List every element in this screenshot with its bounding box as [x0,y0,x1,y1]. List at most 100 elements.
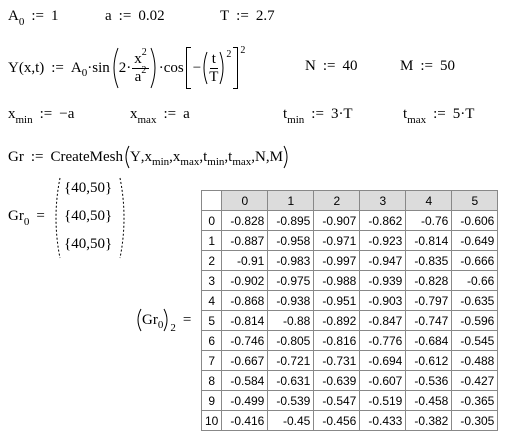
vector-brackets [55,177,125,259]
sym: a [134,68,142,85]
cell: -0.939 [359,270,407,291]
cell: -0.458 [405,390,453,411]
arg: t [228,148,233,165]
cell: -0.938 [267,290,315,311]
cell: -0.746 [221,330,269,351]
def-xmin: x min:= −a [8,106,75,126]
op: := [322,58,336,74]
val: 5·T [452,106,475,122]
cell: -0.684 [405,330,453,351]
sep: , [251,148,256,165]
sub: min [207,156,225,168]
cell: -0.488 [451,350,499,371]
cell: -0.835 [405,250,453,271]
cell: -0.45 [267,410,315,431]
fn: ·cos [158,59,184,76]
op: := [118,8,132,24]
sym: Gr [142,311,158,328]
cell: -0.947 [359,250,407,271]
sup: 2 [226,48,232,60]
def-tmax: t max:= 5·T [403,106,475,126]
cell: -0.433 [359,410,407,431]
sub: max [232,156,252,168]
cell: -0.639 [313,370,361,391]
gr0-lhs: Gr 0 = [8,208,52,228]
sup: 2 [141,46,147,58]
row-label: 4 [200,290,223,311]
cell: -0.667 [221,350,269,371]
arg: M [269,148,283,165]
sym: Gr [8,148,24,165]
cell: -0.862 [359,210,407,231]
sym: t [283,106,288,122]
table-row: 7 -0.667 -0.721 -0.731 -0.694 -0.612 -0.488 [200,350,499,371]
cell: -0.951 [313,290,361,311]
cell: -0.612 [405,350,453,371]
op: := [30,148,44,165]
cell: -0.584 [221,370,269,391]
cell: -0.499 [221,390,269,411]
cell: -0.596 [451,310,499,331]
table-row: 9 -0.499 -0.539 -0.547 -0.519 -0.458 -0.365 [200,390,499,411]
cell: -0.816 [313,330,361,351]
cell: -0.814 [221,310,269,331]
val: 40 [342,58,358,74]
sup: 2 [141,64,147,76]
op: := [236,8,249,24]
cell: -0.902 [221,270,269,291]
cell: -0.814 [405,230,453,251]
cell: -0.975 [267,270,315,291]
sym: N [305,58,316,74]
table-row: 6 -0.746 -0.805 -0.816 -0.776 -0.684 -0.545 [200,330,499,351]
sep: , [140,148,145,165]
cell: -0.988 [313,270,361,291]
table-row: 0 -0.828 -0.895 -0.907 -0.862 -0.76 -0.606 [200,210,499,231]
cell: -0.635 [451,290,499,311]
sub: max [407,113,427,126]
vector-entry: {40,50} [64,208,113,224]
column-header: 4 [405,190,453,211]
num: x2 [132,47,149,69]
cell: -0.776 [359,330,407,351]
val: 3·T [330,106,353,122]
table-row: 2 -0.91 -0.983 -0.997 -0.947 -0.835 -0.666 [200,250,499,271]
op: := [433,106,446,122]
column-header: 0 [221,190,269,211]
sep: , [169,148,173,165]
op: := [39,106,53,122]
sym: A [8,8,19,24]
sup: 2 [240,44,246,56]
sym: x [134,50,142,67]
val: 50 [439,58,455,74]
cell: -0.805 [267,330,315,351]
cell: -0.547 [313,390,361,411]
sym: x [130,106,138,122]
paren [113,47,119,89]
row-label: 2 [200,250,223,271]
fn: ·sin [87,59,110,76]
gr0-2-lhs: Gr 0 2 = [135,306,198,334]
sym: A [70,59,82,76]
sub: min [152,156,170,168]
cell: -0.456 [313,410,361,431]
cell: -0.606 [451,210,499,231]
cell: -0.66 [451,270,499,291]
cell: -0.649 [451,230,499,251]
val: 1 [50,8,59,24]
paren [150,47,156,89]
cell: -0.828 [405,270,453,291]
cell: -0.923 [359,230,407,251]
val: −a [59,106,75,122]
cell: -0.631 [267,370,315,391]
sub: min [287,113,305,126]
sep: , [199,148,204,165]
def-n: N := 40 [305,58,357,75]
cell: -0.868 [221,290,269,311]
sub: 0 [23,215,30,228]
cell: -0.721 [267,350,315,371]
paren [163,308,168,332]
vector-entry: {40,50} [64,236,113,252]
den: T [209,68,219,85]
vector-entry: {40,50} [64,180,113,196]
